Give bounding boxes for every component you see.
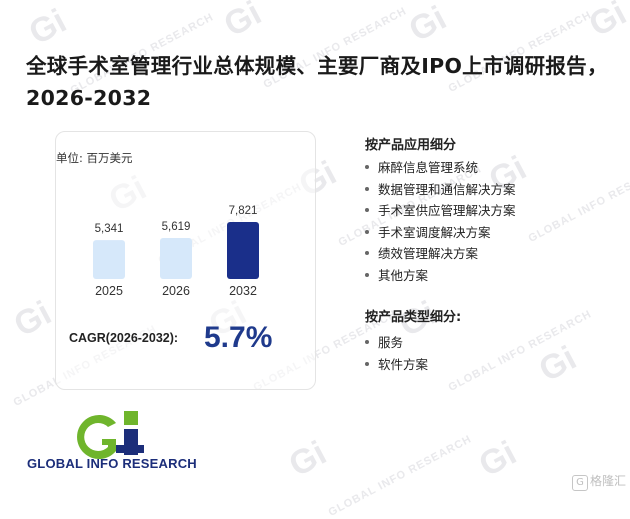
bar-chart: 5,341 2025 5,619 2026 7,821 2032: [93, 205, 259, 298]
logo-dot-icon: [124, 411, 138, 425]
list-item-label: 软件方案: [378, 356, 429, 372]
list-item: 数据管理和通信解决方案: [365, 179, 516, 201]
data-label: 7,821: [229, 205, 258, 217]
watermark-text: GLOBAL INFO RESEARCH: [526, 159, 630, 245]
list-item: 手术室供应管理解决方案: [365, 200, 516, 222]
bullet-icon: [365, 229, 369, 234]
watermark-logo: Gi: [217, 0, 268, 45]
list-item: 其他方案: [365, 265, 516, 287]
list-item-label: 绩效管理解决方案: [378, 246, 479, 261]
watermark-logo: Gi: [472, 433, 523, 485]
list-item: 服务: [365, 332, 428, 354]
list-item-label: 手术室供应管理解决方案: [378, 203, 516, 218]
page-title: 全球手术室管理行业总体规模、主要厂商及IPO上市调研报告，2026-2032: [26, 54, 608, 110]
application-segment-heading: 按产品应用细分: [365, 138, 457, 153]
data-label: 5,341: [95, 223, 124, 235]
cagr-label: CAGR(2026-2032):: [69, 331, 179, 345]
gelonghui-icon: G: [571, 475, 588, 491]
watermark-logo: Gi: [532, 338, 583, 390]
logo-base-icon: [116, 445, 144, 453]
data-label: 5,619: [162, 221, 191, 233]
list-item-label: 服务: [378, 335, 404, 350]
watermark-badge-label: 格隆汇: [589, 474, 626, 488]
watermark-logo: Gi: [282, 433, 333, 485]
bullet-icon: [365, 272, 369, 277]
chart-unit-label: 单位: 百万美元: [56, 151, 133, 165]
watermark-logo: Gi: [402, 0, 453, 50]
list-item-label: 麻醉信息管理系统: [378, 160, 479, 175]
application-segment-list: 麻醉信息管理系统 数据管理和通信解决方案 手术室供应管理解决方案 手术室调度解决…: [365, 157, 516, 286]
bar-2026: [160, 238, 192, 279]
type-segment-heading: 按产品类型细分:: [365, 310, 462, 325]
list-item-label: 手术室调度解决方案: [378, 224, 491, 240]
list-item: 绩效管理解决方案: [365, 243, 516, 265]
watermark-badge: G 格隆汇: [571, 472, 626, 491]
watermark-text: GLOBAL INFO RESEARCH: [446, 308, 594, 394]
bullet-icon: [365, 208, 369, 212]
x-tick-label: 2032: [229, 284, 257, 298]
bullet-icon: [365, 340, 369, 344]
bullet-icon: [365, 186, 369, 191]
bullet-icon: [365, 251, 369, 255]
bar-2025: [93, 240, 125, 279]
list-item-label: 其他方案: [378, 267, 429, 283]
brand-name: GLOBAL INFO RESEARCH: [27, 456, 197, 471]
watermark-logo: Gi: [7, 293, 58, 345]
bullet-icon: [365, 361, 369, 366]
logo-g-icon: [77, 415, 116, 459]
x-tick-label: 2026: [162, 284, 190, 298]
list-item: 手术室调度解决方案: [365, 222, 516, 244]
list-item: 软件方案: [365, 354, 428, 376]
x-tick-label: 2025: [95, 284, 123, 298]
watermark-text: GLOBAL INFO RESEARCH: [326, 433, 474, 519]
bullet-icon: [365, 165, 369, 169]
watermark-logo: Gi: [582, 0, 630, 45]
list-item: 麻醉信息管理系统: [365, 157, 516, 179]
list-item-label: 数据管理和通信解决方案: [378, 181, 516, 197]
cagr-value: 5.7%: [204, 321, 273, 354]
bar-2032: [227, 222, 259, 279]
watermark-logo: Gi: [22, 1, 73, 53]
type-segment-list: 服务 软件方案: [365, 332, 428, 375]
brand-logo: [77, 411, 144, 459]
